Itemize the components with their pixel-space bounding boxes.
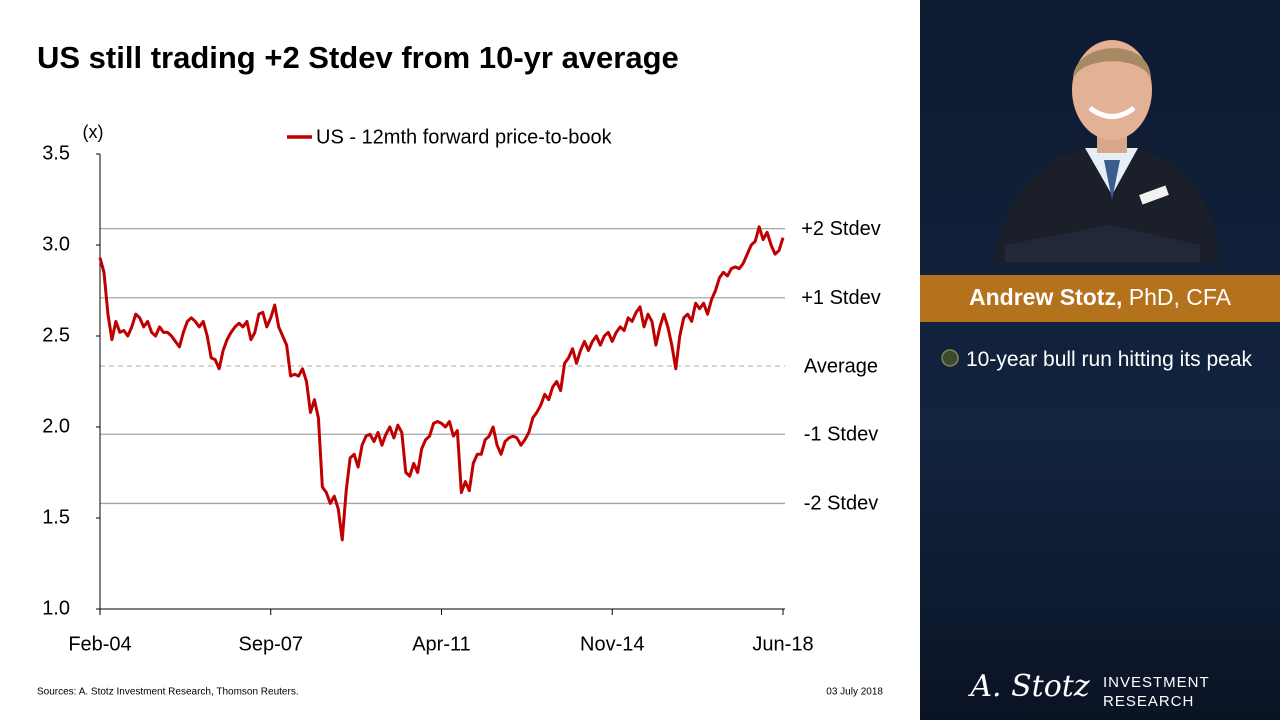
bullet-icon	[941, 349, 959, 367]
y-tick-label: 3.5	[42, 142, 70, 164]
reference-label: +2 Stdev	[801, 218, 881, 240]
x-tick-label: Apr-11	[412, 633, 471, 655]
series-line	[98, 225, 785, 542]
portrait-hair	[1072, 48, 1152, 80]
y-tick-label: 2.0	[42, 415, 70, 437]
portrait	[995, 40, 1220, 265]
logo-line1: INVESTMENT	[1103, 674, 1210, 691]
y-tick-label: 2.5	[42, 324, 70, 346]
y-tick-label: 3.0	[42, 233, 70, 255]
x-tick-label: Nov-14	[580, 633, 644, 655]
x-tick-label: Jun-18	[752, 633, 813, 655]
portrait-head	[1072, 40, 1152, 140]
credentials: PhD, CFA	[1129, 284, 1232, 310]
logo-line2: RESEARCH	[1103, 693, 1194, 710]
y-tick-label: 1.0	[42, 597, 70, 619]
reference-label: Average	[804, 355, 878, 377]
y-axis-label: (x)	[83, 122, 104, 142]
x-tick-label: Sep-07	[239, 633, 304, 655]
x-tick-label: Feb-04	[68, 633, 131, 655]
chart-title: US still trading +2 Stdev from 10-yr ave…	[37, 40, 679, 75]
date: 03 July 2018	[826, 687, 883, 698]
portrait-arms	[1005, 225, 1200, 262]
portrait-smile	[1088, 105, 1136, 119]
reference-label: +1 Stdev	[801, 287, 881, 309]
name-label: Andrew Stotz, PhD, CFA	[969, 284, 1232, 310]
portrait-pocket-square	[1139, 185, 1169, 205]
reference-label: -1 Stdev	[804, 424, 878, 446]
bullet-text: 10-year bull run hitting its peak	[966, 348, 1252, 371]
reference-label: -2 Stdev	[804, 493, 878, 515]
y-tick-label: 1.5	[42, 506, 70, 528]
sources: Sources: A. Stotz Investment Research, T…	[37, 687, 299, 698]
portrait-tie	[1104, 160, 1120, 200]
logo-script: A. Stotz	[967, 669, 1089, 704]
legend-label: US - 12mth forward price-to-book	[316, 126, 613, 148]
name: Andrew Stotz,	[969, 284, 1122, 310]
name-bar	[920, 275, 1280, 322]
